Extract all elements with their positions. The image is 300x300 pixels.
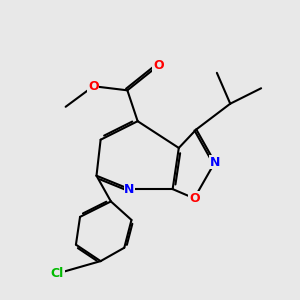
Text: N: N: [210, 156, 220, 169]
Text: Cl: Cl: [51, 267, 64, 280]
Text: O: O: [153, 59, 164, 72]
Text: O: O: [88, 80, 99, 93]
Text: O: O: [189, 192, 200, 205]
Text: N: N: [124, 183, 135, 196]
